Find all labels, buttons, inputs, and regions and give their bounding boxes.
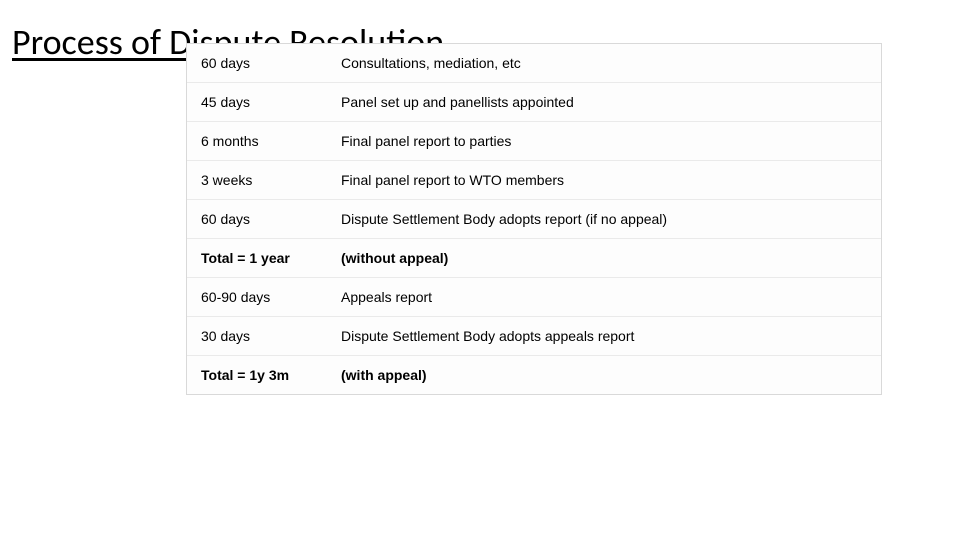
cell-desc: Final panel report to parties xyxy=(337,133,881,149)
cell-desc: (without appeal) xyxy=(337,250,881,266)
table-row: 60 days Consultations, mediation, etc xyxy=(187,44,881,83)
table-row: 6 months Final panel report to parties xyxy=(187,122,881,161)
cell-time: 45 days xyxy=(187,94,337,110)
table-row: Total = 1 year (without appeal) xyxy=(187,239,881,278)
cell-time: 6 months xyxy=(187,133,337,149)
table-row: Total = 1y 3m (with appeal) xyxy=(187,356,881,394)
table-row: 60-90 days Appeals report xyxy=(187,278,881,317)
cell-desc: Final panel report to WTO members xyxy=(337,172,881,188)
cell-time: 60 days xyxy=(187,211,337,227)
table-row: 3 weeks Final panel report to WTO member… xyxy=(187,161,881,200)
cell-desc: Dispute Settlement Body adopts appeals r… xyxy=(337,328,881,344)
cell-time: 60 days xyxy=(187,55,337,71)
table-row: 30 days Dispute Settlement Body adopts a… xyxy=(187,317,881,356)
cell-time: Total = 1 year xyxy=(187,250,337,266)
cell-time: 60-90 days xyxy=(187,289,337,305)
cell-desc: (with appeal) xyxy=(337,367,881,383)
timeline-table: 60 days Consultations, mediation, etc 45… xyxy=(186,43,882,395)
cell-desc: Consultations, mediation, etc xyxy=(337,55,881,71)
cell-time: 30 days xyxy=(187,328,337,344)
cell-desc: Dispute Settlement Body adopts report (i… xyxy=(337,211,881,227)
cell-time: Total = 1y 3m xyxy=(187,367,337,383)
table-row: 60 days Dispute Settlement Body adopts r… xyxy=(187,200,881,239)
cell-desc: Appeals report xyxy=(337,289,881,305)
table-row: 45 days Panel set up and panellists appo… xyxy=(187,83,881,122)
cell-time: 3 weeks xyxy=(187,172,337,188)
cell-desc: Panel set up and panellists appointed xyxy=(337,94,881,110)
